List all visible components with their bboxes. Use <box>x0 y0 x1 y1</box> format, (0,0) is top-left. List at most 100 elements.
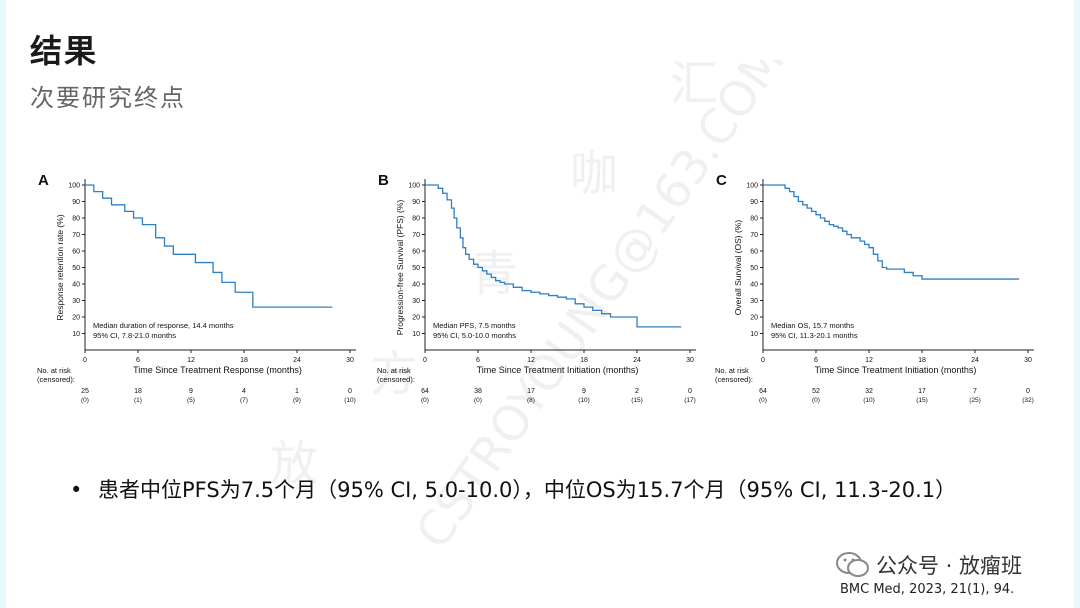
risk-count: 9 <box>582 388 586 395</box>
survival-curve <box>425 184 682 328</box>
x-tick-label: 30 <box>1024 357 1032 364</box>
annotation-line: 95% CI, 11.3-20.1 months <box>771 331 858 340</box>
x-tick-label: 12 <box>865 357 873 364</box>
left-border <box>0 0 6 608</box>
annotation-line: 95% CI, 5.0-10.0 months <box>433 331 516 340</box>
panel-label: B <box>378 172 389 189</box>
y-tick-label: 70 <box>750 232 758 239</box>
risk-table-title: No. at risk <box>715 366 749 375</box>
risk-censored: (25) <box>969 397 981 404</box>
risk-count: 64 <box>759 388 767 395</box>
y-tick-label: 70 <box>412 232 420 239</box>
y-tick-label: 20 <box>412 315 420 322</box>
bullet-dot: • <box>70 478 83 502</box>
survival-curve <box>763 184 1020 280</box>
y-axis-label: Progression-free Survival (PFS) (%) <box>395 200 405 336</box>
y-tick-label: 40 <box>412 282 420 289</box>
x-tick-label: 18 <box>918 357 926 364</box>
y-tick-label: 100 <box>68 183 80 190</box>
x-tick-label: 0 <box>423 357 427 364</box>
risk-censored: (10) <box>863 397 875 404</box>
y-tick-label: 100 <box>408 183 420 190</box>
panel-label: C <box>716 172 727 189</box>
risk-censored: (0) <box>474 397 482 404</box>
risk-censored: (8) <box>527 397 535 404</box>
risk-count: 18 <box>134 388 142 395</box>
y-tick-label: 60 <box>72 249 80 256</box>
risk-table-title: (censored): <box>37 375 75 384</box>
chart-panel-a: A 10 20 30 40 50 60 70 80 90 100 0 6 12 18 24 30 Time Sin… <box>30 165 365 415</box>
y-tick-label: 20 <box>72 315 80 322</box>
y-tick-label: 20 <box>750 315 758 322</box>
x-tick-label: 6 <box>136 357 140 364</box>
risk-count: 52 <box>812 388 820 395</box>
y-tick-label: 30 <box>412 298 420 305</box>
risk-table-title: No. at risk <box>37 366 71 375</box>
x-tick-label: 30 <box>686 357 694 364</box>
y-tick-label: 40 <box>72 282 80 289</box>
x-tick-label: 12 <box>187 357 195 364</box>
right-border <box>1074 0 1080 608</box>
annotation-line: Median OS, 15.7 months <box>771 321 854 330</box>
bullet-text: 患者中位PFS为7.5个月（95% CI, 5.0-10.0），中位OS为15.… <box>98 478 957 502</box>
risk-censored: (1) <box>134 397 142 404</box>
page-title: 结果 <box>30 32 99 70</box>
risk-table-title: No. at risk <box>377 366 411 375</box>
risk-count: 7 <box>973 388 977 395</box>
watermark-label: 公众号 · 放瘤班 <box>876 554 1023 578</box>
y-tick-label: 10 <box>412 331 420 338</box>
y-tick-label: 60 <box>750 249 758 256</box>
x-tick-label: 12 <box>527 357 535 364</box>
chart-panel-c: C 10 20 30 40 50 60 70 80 90 100 0 6 12 18 24 30 Time Sin… <box>708 165 1043 415</box>
risk-censored: (9) <box>293 397 301 404</box>
annotation-line: Median PFS, 7.5 months <box>433 321 516 330</box>
y-axis-label: Response retention rate (%) <box>55 214 65 320</box>
risk-censored: (0) <box>759 397 767 404</box>
y-tick-label: 50 <box>72 265 80 272</box>
risk-censored: (7) <box>240 397 248 404</box>
risk-count: 0 <box>348 388 352 395</box>
risk-count: 0 <box>1026 388 1030 395</box>
risk-censored: (0) <box>421 397 429 404</box>
risk-censored: (0) <box>81 397 89 404</box>
y-tick-label: 90 <box>412 199 420 206</box>
y-tick-label: 90 <box>72 199 80 206</box>
annotation-line: 95% CI, 7.8-21.0 months <box>93 331 176 340</box>
risk-censored: (32) <box>1022 397 1034 404</box>
wechat-icon <box>836 552 869 577</box>
annotation-line: Median duration of response, 14.4 months <box>93 321 234 330</box>
risk-count: 9 <box>189 388 193 395</box>
risk-censored: (5) <box>187 397 195 404</box>
risk-count: 17 <box>918 388 926 395</box>
x-tick-label: 24 <box>293 357 301 364</box>
risk-censored: (15) <box>916 397 928 404</box>
risk-censored: (10) <box>344 397 356 404</box>
watermark-char: 汇 <box>670 60 718 112</box>
risk-count: 32 <box>865 388 873 395</box>
x-axis-label: Time Since Treatment Response (months) <box>133 365 302 375</box>
risk-count: 1 <box>295 388 299 395</box>
y-tick-label: 50 <box>412 265 420 272</box>
survival-curve <box>85 184 333 308</box>
x-axis-label: Time Since Treatment Initiation (months) <box>815 365 977 375</box>
y-tick-label: 80 <box>72 216 80 223</box>
x-tick-label: 18 <box>580 357 588 364</box>
y-tick-label: 100 <box>746 183 758 190</box>
x-tick-label: 0 <box>761 357 765 364</box>
chart-panel-b: B 10 20 30 40 50 60 70 80 90 100 0 6 12 18 24 30 Time Sin… <box>370 165 705 415</box>
risk-censored: (15) <box>631 397 643 404</box>
risk-count: 17 <box>527 388 535 395</box>
x-tick-label: 24 <box>971 357 979 364</box>
y-tick-label: 50 <box>750 265 758 272</box>
y-tick-label: 80 <box>750 216 758 223</box>
x-tick-label: 30 <box>346 357 354 364</box>
y-tick-label: 10 <box>72 331 80 338</box>
x-tick-label: 0 <box>83 357 87 364</box>
risk-count: 0 <box>688 388 692 395</box>
y-axis-label: Overall Survival (OS) (%) <box>733 220 743 316</box>
x-tick-label: 24 <box>633 357 641 364</box>
risk-count: 4 <box>242 388 246 395</box>
y-tick-label: 10 <box>750 331 758 338</box>
